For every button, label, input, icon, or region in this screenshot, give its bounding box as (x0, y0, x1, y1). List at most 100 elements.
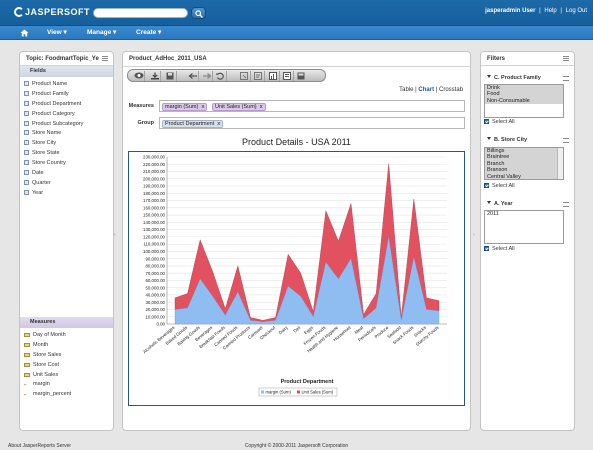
measures-shelf[interactable]: margin (Sum) x Unit Sales (Sum) x (159, 100, 465, 112)
manage-menu[interactable]: Manage ▾ (87, 28, 116, 36)
measure-item[interactable]: Store Sales (24, 351, 109, 361)
field-item[interactable]: Year (24, 189, 109, 199)
remove-icon[interactable]: x (217, 121, 221, 127)
measures-section: Measures Day of Month Month Store Sales Sto… (20, 317, 113, 403)
topic-title: Topic: FoodmartTopic_Ye (26, 56, 99, 62)
filter-option[interactable]: 2011 (487, 211, 499, 217)
filter-option[interactable]: Branch (485, 160, 563, 168)
filter-option[interactable]: Billings (485, 148, 563, 155)
field-item[interactable]: Quarter (24, 179, 109, 189)
user-name: jasperadmin User (485, 8, 536, 14)
field-item[interactable]: Product Name (24, 80, 109, 90)
field-item[interactable]: Product Family (24, 90, 109, 100)
undo-all-button[interactable] (214, 71, 227, 81)
crosstab-view-link[interactable]: Crosstab (438, 87, 463, 93)
options-button[interactable] (295, 71, 308, 81)
collapse-triangle-icon[interactable] (487, 137, 491, 140)
right-splitter-handle[interactable]: › (473, 232, 475, 238)
remove-icon[interactable]: x (259, 104, 263, 110)
measure-item[interactable]: Month (24, 341, 109, 351)
separator: | (539, 8, 541, 14)
create-menu[interactable]: Create ▾ (136, 28, 161, 36)
measure-item[interactable]: ⌐ margin (24, 380, 109, 390)
measure-item[interactable]: Unit Sales (24, 371, 109, 381)
select-all-checkbox[interactable]: Select All (484, 246, 515, 252)
search-button[interactable] (191, 7, 206, 19)
chart-format-button[interactable] (267, 71, 280, 81)
reset-icon (216, 72, 224, 80)
pivot-button[interactable] (238, 71, 251, 81)
measure-pill[interactable]: Unit Sales (Sum) x (212, 103, 266, 111)
left-splitter-handle[interactable]: ‹ (114, 232, 116, 238)
chart-view-link[interactable]: Chart (418, 87, 435, 93)
query-button[interactable] (281, 71, 294, 81)
panel-menu-icon[interactable] (102, 56, 108, 61)
field-icon (24, 179, 29, 185)
field-item[interactable]: Product Category (24, 110, 109, 120)
field-item[interactable]: Store Country (24, 159, 109, 169)
collapse-triangle-icon[interactable] (487, 75, 491, 78)
measures-header: Measures (20, 317, 113, 328)
export-button[interactable] (148, 71, 161, 81)
remove-icon[interactable]: x (201, 104, 205, 110)
chevron-down-icon: ▾ (158, 29, 162, 36)
scrollbar[interactable] (557, 148, 563, 179)
table-view-link[interactable]: Table (399, 87, 414, 93)
filter-section-header[interactable]: B. Store City (481, 134, 574, 146)
filter-listbox[interactable]: Drink Food Non-Consumable (484, 84, 564, 118)
measure-item[interactable]: Store Cost (24, 361, 109, 371)
filter-option[interactable]: Central Valley (485, 173, 563, 179)
filter-section-header[interactable]: C. Product Family (481, 72, 574, 84)
sum-measure-icon: ⌐ (24, 392, 27, 399)
group-shelf[interactable]: Product Department x (159, 117, 465, 129)
y-tick-label: 230,000.00 (143, 155, 166, 160)
x-tick-label: Eggs (303, 324, 314, 335)
filter-section-header[interactable]: A. Year (481, 198, 574, 210)
help-link[interactable]: Help (544, 8, 557, 14)
field-icon (24, 150, 29, 156)
y-tick-label: 110,000.00 (143, 242, 165, 247)
display-mode-button[interactable] (132, 71, 145, 81)
filter-option[interactable]: Braintree (485, 154, 563, 161)
select-all-checkbox[interactable]: Select All (484, 183, 515, 189)
field-icon (24, 90, 29, 96)
home-icon[interactable] (20, 29, 29, 37)
measure-pill[interactable]: margin (Sum) x (162, 103, 208, 111)
filter-option[interactable]: Food (485, 91, 563, 98)
save-button[interactable] (164, 71, 177, 81)
field-item[interactable]: Product Subcategory (24, 120, 109, 130)
field-item[interactable]: Product Department (24, 100, 109, 110)
select-all-label: Select All (492, 119, 515, 125)
field-item[interactable]: Date (24, 169, 109, 179)
redo-button[interactable] (200, 71, 213, 81)
filter-listbox[interactable]: Billings Braintree Branch Branson Central Va… (484, 147, 564, 180)
sort-button[interactable] (252, 71, 265, 81)
filter-menu-icon[interactable] (563, 76, 569, 81)
filter-option[interactable]: Non-Consumable (485, 97, 563, 105)
filter-listbox[interactable]: 2011 (484, 210, 564, 244)
undo-button[interactable] (186, 71, 199, 81)
view-menu[interactable]: View ▾ (47, 28, 67, 36)
fields-list: Product Name Product Family Product Depart… (20, 77, 113, 202)
search-input[interactable] (93, 8, 188, 18)
panel-menu-icon[interactable] (563, 56, 569, 61)
filter-option[interactable]: Drink (485, 85, 563, 92)
filters-panel-header: Filters (481, 52, 574, 66)
filter-menu-icon[interactable] (563, 138, 569, 143)
select-all-checkbox[interactable]: Select All (484, 119, 515, 125)
filter-menu-icon[interactable] (563, 202, 569, 207)
logout-link[interactable]: Log Out (565, 8, 587, 14)
jaspersoft-logo[interactable]: JASPERSOFT (14, 7, 90, 17)
measure-label: margin_percent (33, 391, 72, 398)
collapse-triangle-icon[interactable] (487, 201, 491, 204)
field-icon (24, 170, 29, 176)
measure-item[interactable]: Day of Month (24, 331, 109, 341)
measure-item[interactable]: ⌐ margin_percent (24, 390, 109, 400)
group-pill[interactable]: Product Department x (162, 120, 224, 128)
topic-panel-header: Topic: FoodmartTopic_Ye (20, 52, 113, 66)
filter-option[interactable]: Branson (485, 167, 563, 174)
field-item[interactable]: Store State (24, 149, 109, 159)
about-link[interactable]: About JasperReports Server (8, 443, 72, 449)
field-item[interactable]: Store Name (24, 129, 109, 139)
field-item[interactable]: Store City (24, 139, 109, 149)
